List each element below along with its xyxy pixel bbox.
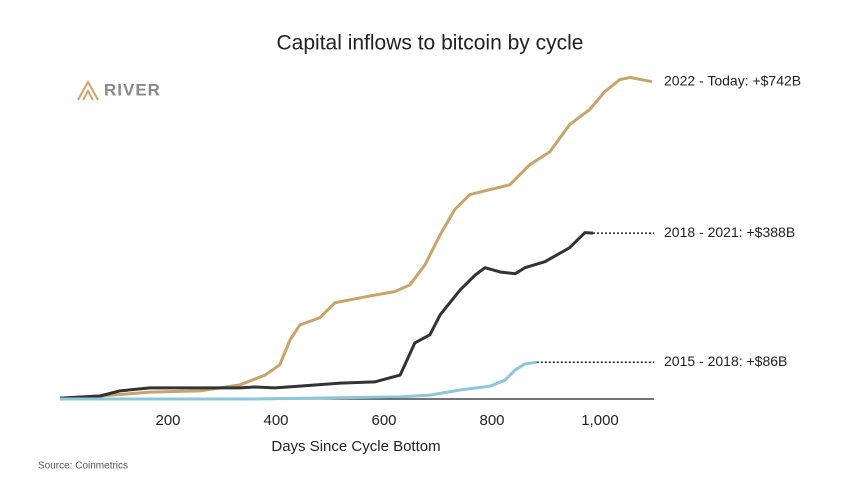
x-tick-label: 1,000 (581, 412, 619, 429)
logo-icon (77, 79, 99, 101)
x-tick-label: 600 (371, 412, 396, 429)
chart-title: Capital inflows to bitcoin by cycle (277, 32, 584, 55)
series-label: 2018 - 2021: +$388B (664, 224, 795, 240)
x-axis-label: Days Since Cycle Bottom (271, 438, 440, 455)
series-label: 2015 - 2018: +$86B (664, 353, 787, 369)
series-label: 2022 - Today: +$742B (664, 72, 801, 88)
logo: RIVER (77, 79, 161, 101)
x-tick-label: 400 (263, 412, 288, 429)
logo-text: RIVER (104, 80, 161, 99)
source: Source: Coinmetrics (38, 461, 128, 472)
series-line (59, 231, 594, 400)
series-line (59, 75, 653, 400)
series-line (60, 360, 538, 401)
x-tick-label: 200 (155, 412, 180, 429)
x-tick-label: 800 (479, 412, 504, 429)
